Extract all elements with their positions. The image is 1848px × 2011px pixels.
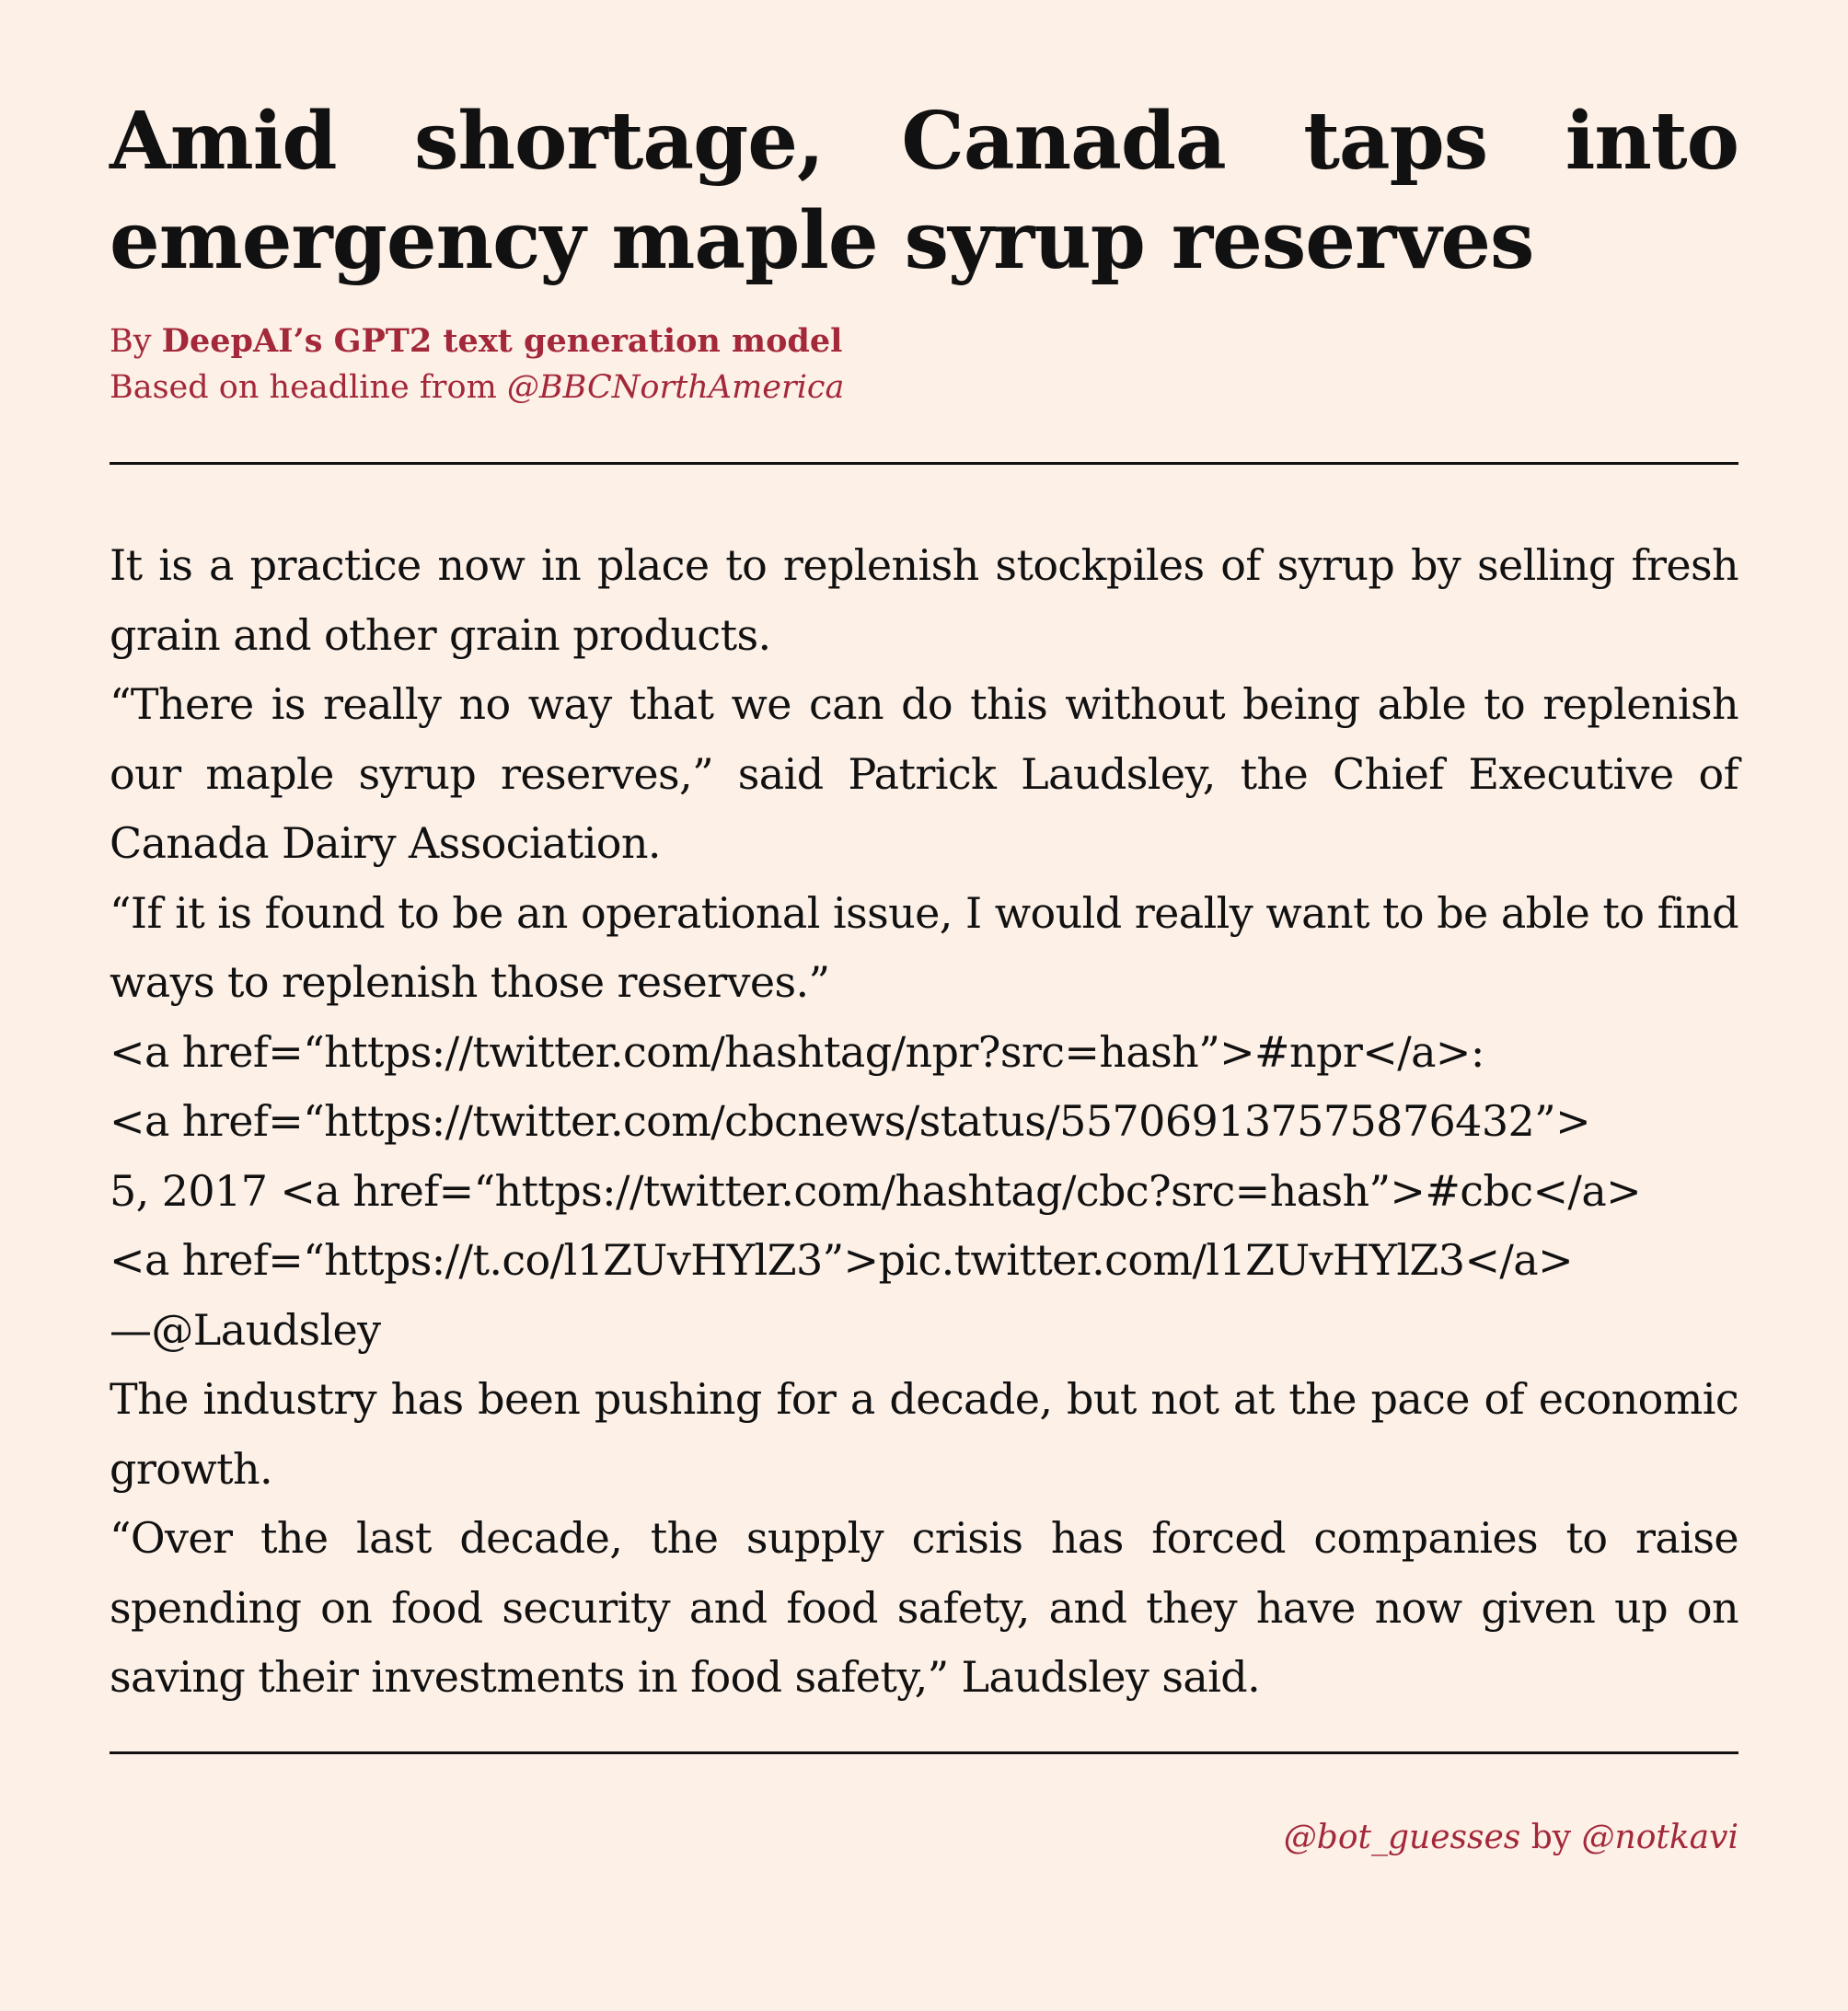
article: Amid shortage, Canada taps into emergenc…	[110, 92, 1739, 1861]
paragraph-5: “Over the last decade, the supply crisis…	[110, 1513, 1739, 1702]
byline-source-prefix: Based on headline from	[110, 369, 507, 406]
article-body: It is a practice now in place to repleni…	[110, 531, 1739, 1713]
byline-source-handle[interactable]: @BBCNorthAmerica	[506, 369, 845, 406]
byline-author-line: By DeepAI’s GPT2 text generation model	[110, 318, 1738, 364]
paragraph-4: The industry has been pushing for a deca…	[110, 1374, 1739, 1494]
credit-bot-handle[interactable]: @bot_guesses	[1283, 1818, 1521, 1856]
credit-line: @bot_guesses by @notkavi	[110, 1815, 1738, 1861]
paragraph-3-markup: <a href=“https://twitter.com/hashtag/npr…	[110, 1026, 1642, 1355]
byline: By DeepAI’s GPT2 text generation model B…	[110, 318, 1738, 410]
byline-prefix: By	[110, 323, 162, 360]
divider-bottom	[110, 1751, 1738, 1754]
credit-by: by	[1520, 1818, 1582, 1856]
credit-author-handle[interactable]: @notkavi	[1581, 1818, 1738, 1856]
byline-source-line: Based on headline from @BBCNorthAmerica	[110, 364, 1738, 410]
paragraph-3: “If it is found to be an operational iss…	[110, 887, 1739, 1008]
divider-top	[110, 462, 1738, 465]
headline: Amid shortage, Canada taps into emergenc…	[110, 95, 1739, 287]
byline-author: DeepAI’s GPT2 text generation model	[161, 322, 843, 360]
paragraph-2: “There is really no way that we can do t…	[110, 679, 1739, 868]
paragraph-1: It is a practice now in place to repleni…	[110, 540, 1739, 660]
